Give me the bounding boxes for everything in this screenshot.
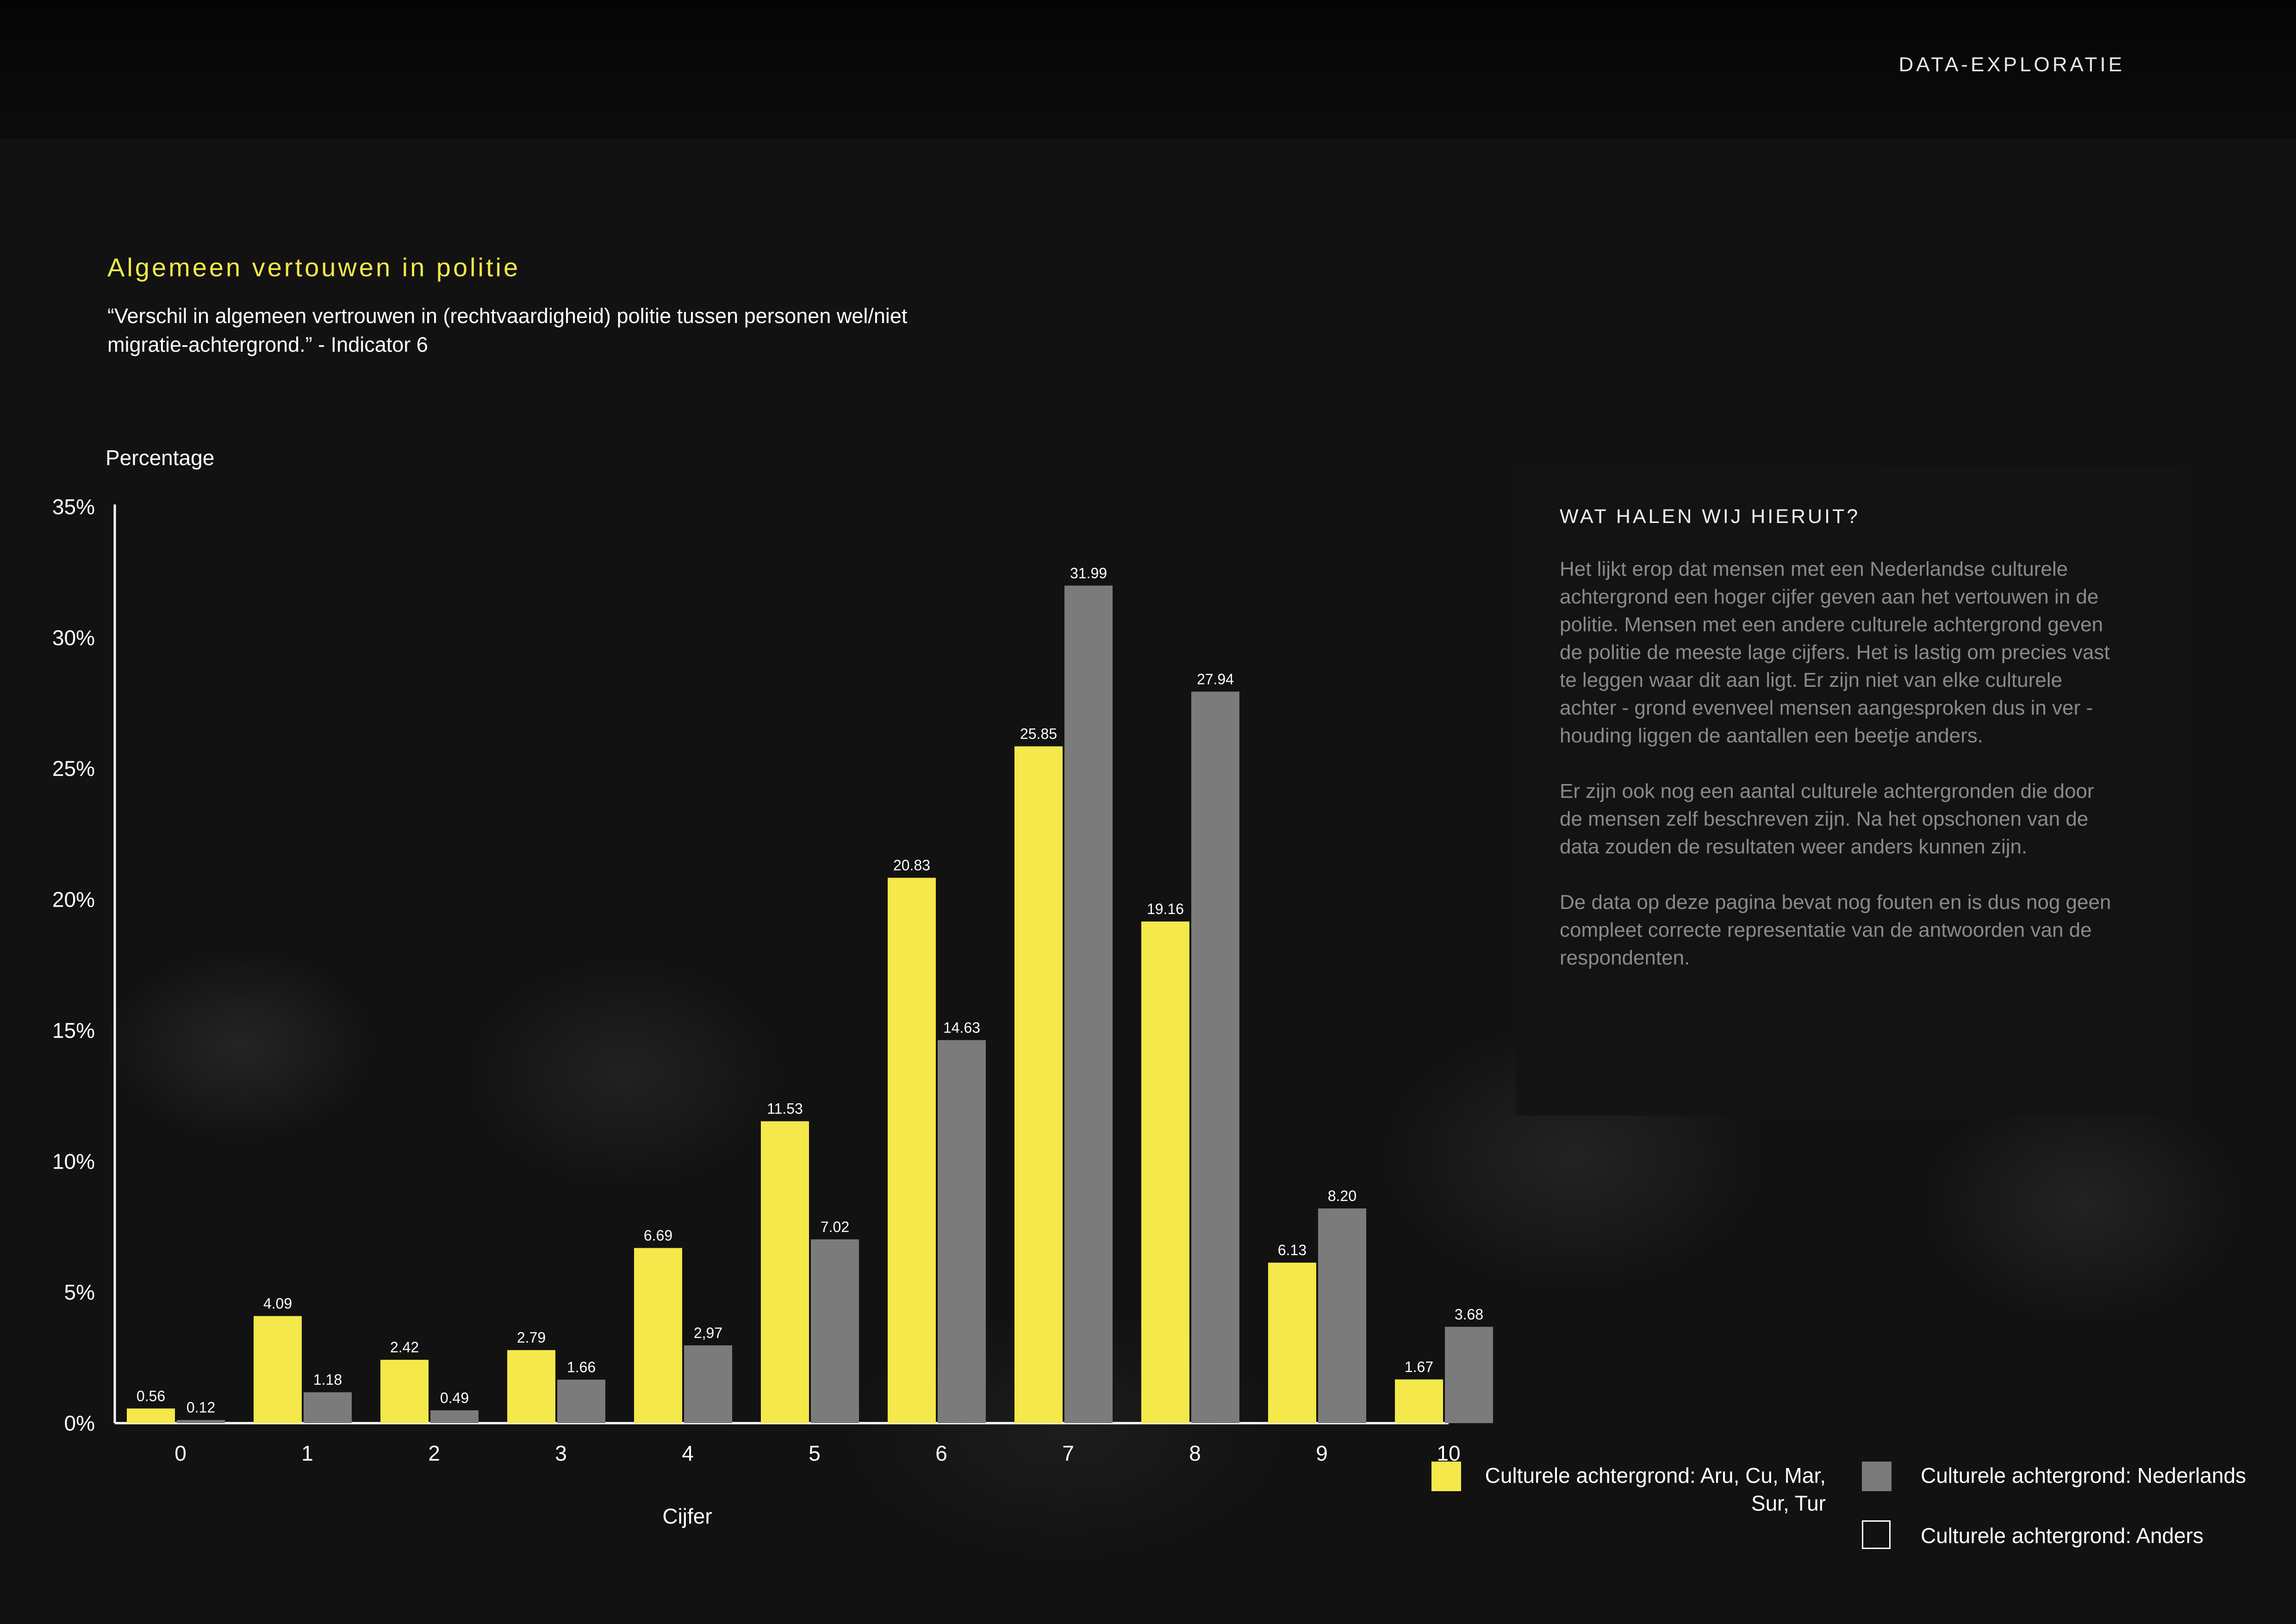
insight-paragraph: Er zijn ook nog een aantal culturele ach… [1560, 780, 2094, 858]
bar-aru-cu-mar-sur-tur [888, 877, 936, 1423]
y-tick-label: 30% [52, 626, 95, 650]
bar-aru-cu-mar-sur-tur [380, 1360, 429, 1423]
x-tick-label: 9 [1316, 1441, 1328, 1465]
bar-aru-cu-mar-sur-tur [507, 1350, 555, 1423]
x-tick-label: 1 [301, 1441, 313, 1465]
bar-nederlands [430, 1410, 479, 1423]
bar-nederlands [938, 1040, 986, 1423]
bar-nederlands [177, 1420, 225, 1423]
bar-value-label: 2,97 [694, 1325, 722, 1341]
section-label: DATA-EXPLORATIE [1898, 53, 2125, 76]
bar-nederlands [1191, 691, 1239, 1423]
bar-value-label: 0.49 [440, 1389, 469, 1406]
x-tick-label: 10 [1437, 1441, 1460, 1465]
bar-value-label: 1.66 [567, 1359, 596, 1375]
y-tick-label: 10% [52, 1149, 95, 1173]
bar-aru-cu-mar-sur-tur [254, 1316, 302, 1423]
x-tick-label: 8 [1189, 1441, 1201, 1465]
chart-title: Algemeen vertouwen in politie [107, 253, 521, 282]
chart-axes: 0% 5% 10% 15% 20% 25% 30% 35% Percentage Cijfer [52, 446, 1449, 1528]
bar-aru-cu-mar-sur-tur [1395, 1379, 1443, 1423]
bar-value-label: 1.67 [1405, 1359, 1433, 1375]
bar-nederlands [684, 1345, 732, 1423]
x-tick-label: 4 [682, 1441, 694, 1465]
bar-value-label: 19.16 [1147, 901, 1184, 917]
bar-aru-cu-mar-sur-tur [1268, 1263, 1316, 1423]
insight-paragraph: Het lijkt erop dat mensen met een Nederl… [1560, 558, 2110, 747]
bar-aru-cu-mar-sur-tur [1141, 921, 1189, 1423]
bar-nederlands [1445, 1326, 1493, 1423]
bar-value-label: 11.53 [767, 1101, 803, 1117]
bar-value-label: 7.02 [821, 1219, 849, 1235]
y-tick-label: 5% [64, 1280, 95, 1304]
bar-nederlands [811, 1239, 859, 1423]
legend-label-anders: Culturele achtergrond: Anders [1921, 1524, 2204, 1548]
x-tick-label: 2 [428, 1441, 440, 1465]
bar-nederlands [1064, 585, 1113, 1423]
y-tick-label: 25% [52, 757, 95, 781]
insight-heading: WAT HALEN WIJ HIERUIT? [1560, 505, 1860, 528]
chart-labels: 0 0.56 0.12 1 4.09 1.18 2 2.42 0.49 3 2.79 1.66 4 6.6… [137, 565, 1483, 1465]
bar-value-label: 27.94 [1197, 671, 1234, 687]
legend-swatch-outline [1862, 1520, 1891, 1549]
insight-body: Het lijkt erop dat mensen met een Nederl… [1560, 555, 2115, 1000]
legend-swatch-yellow [1431, 1462, 1461, 1491]
x-tick-label: 3 [555, 1441, 567, 1465]
bar-value-label: 6.69 [644, 1227, 672, 1244]
y-axis-title: Percentage [106, 446, 214, 470]
y-tick-label: 35% [52, 495, 95, 519]
legend-label-aru-cu-mar-sur-tur: Culturele achtergrond: Aru, Cu, Mar, Sur… [1485, 1463, 1826, 1515]
bar-value-label: 0.12 [187, 1399, 215, 1416]
y-tick-label: 0% [64, 1411, 95, 1435]
x-tick-label: 5 [809, 1441, 821, 1465]
bar-aru-cu-mar-sur-tur [127, 1408, 175, 1423]
legend-swatch-grey [1862, 1462, 1892, 1491]
x-axis-title: Cijfer [662, 1504, 712, 1528]
x-tick-label: 6 [935, 1441, 947, 1465]
bar-value-label: 2.79 [517, 1329, 546, 1346]
bar-value-label: 2.42 [390, 1339, 419, 1356]
chart-bars [127, 585, 1493, 1423]
bar-value-label: 20.83 [893, 857, 930, 874]
bar-value-label: 31.99 [1070, 565, 1107, 581]
bar-nederlands [557, 1380, 605, 1423]
bar-aru-cu-mar-sur-tur [1014, 746, 1063, 1423]
bar-value-label: 14.63 [943, 1019, 980, 1036]
chart-subtitle: “Verschil in algemeen vertrouwen in (rec… [107, 304, 908, 356]
y-tick-label: 20% [52, 888, 95, 912]
insight-paragraph: De data op deze pagina bevat nog fouten … [1560, 891, 2111, 969]
header-band [0, 0, 2296, 139]
bar-value-label: 6.13 [1278, 1242, 1307, 1258]
bar-value-label: 25.85 [1020, 726, 1057, 742]
insight-panel: WAT HALEN WIJ HIERUIT? Het lijkt erop da… [1516, 467, 2194, 1115]
bar-value-label: 0.56 [137, 1388, 165, 1404]
y-tick-label: 15% [52, 1018, 95, 1042]
x-tick-label: 0 [174, 1441, 187, 1465]
bar-aru-cu-mar-sur-tur [761, 1121, 809, 1423]
bar-aru-cu-mar-sur-tur [634, 1248, 682, 1423]
bar-value-label: 3.68 [1455, 1306, 1483, 1323]
bar-value-label: 4.09 [263, 1295, 292, 1312]
bar-nederlands [304, 1392, 352, 1423]
bar-nederlands [1318, 1208, 1366, 1423]
bar-value-label: 1.18 [313, 1371, 342, 1388]
bar-value-label: 8.20 [1328, 1188, 1356, 1204]
x-tick-label: 7 [1062, 1441, 1074, 1465]
legend-label-nederlands: Culturele achtergrond: Nederlands [1921, 1463, 2246, 1487]
